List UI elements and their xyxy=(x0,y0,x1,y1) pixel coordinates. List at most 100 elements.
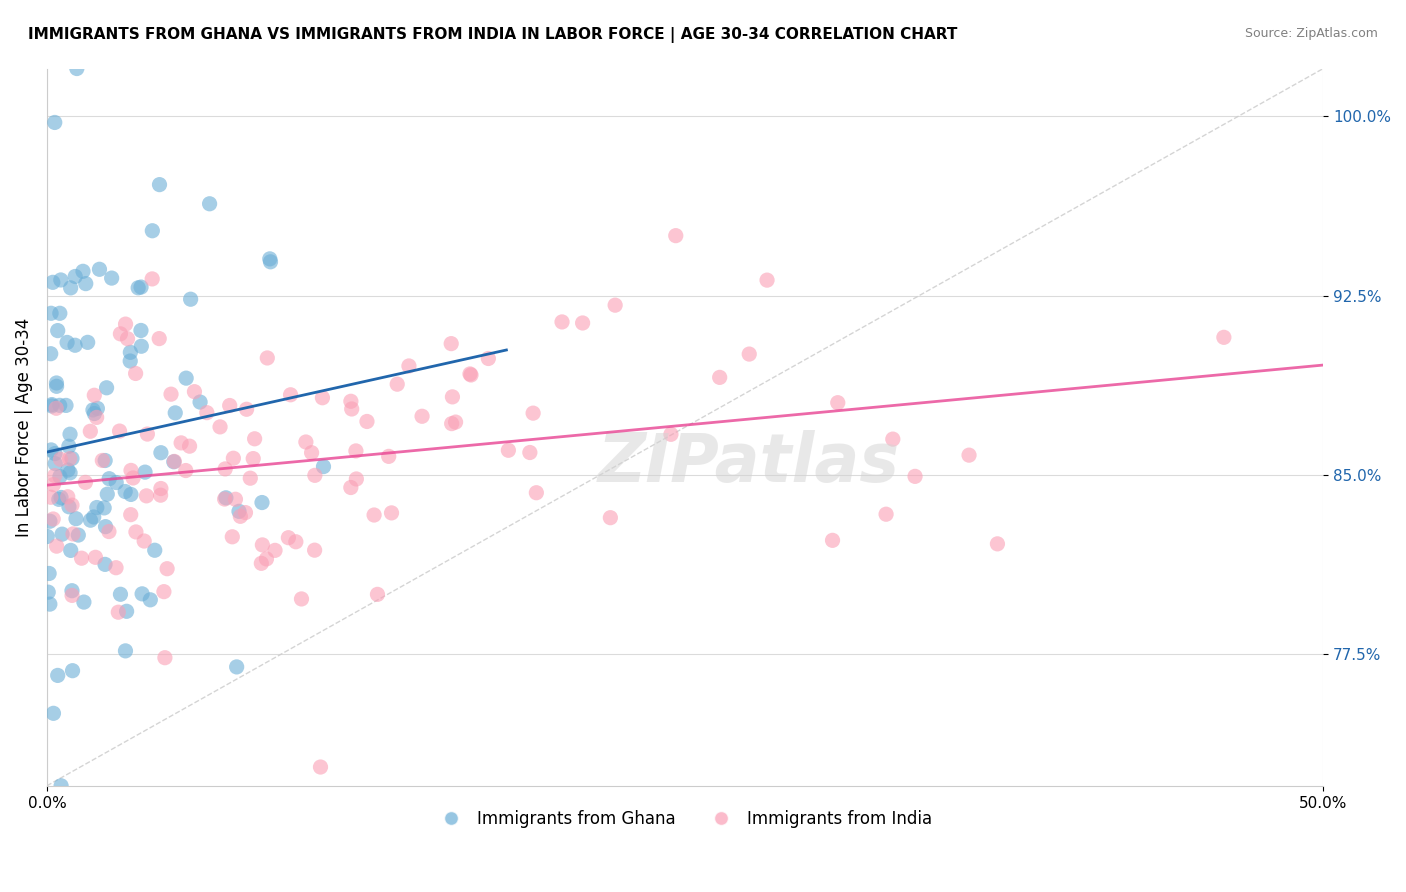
Immigrants from Ghana xyxy=(45,376,67,390)
Immigrants from India xyxy=(398,359,420,373)
Immigrants from India xyxy=(904,469,927,483)
Immigrants from India xyxy=(195,406,218,420)
Immigrants from India xyxy=(163,454,186,468)
Immigrants from Ghana xyxy=(59,281,82,295)
Immigrants from Ghana xyxy=(62,664,84,678)
Immigrants from India xyxy=(153,584,176,599)
Immigrants from India xyxy=(875,507,897,521)
Immigrants from India xyxy=(340,394,363,409)
Immigrants from Ghana xyxy=(58,500,80,514)
Immigrants from India xyxy=(986,537,1008,551)
Immigrants from Ghana xyxy=(83,510,105,524)
Immigrants from India xyxy=(377,450,399,464)
Immigrants from Ghana xyxy=(42,706,65,721)
Immigrants from Ghana xyxy=(114,644,136,658)
Immigrants from Ghana xyxy=(312,459,335,474)
Immigrants from India xyxy=(83,388,105,402)
Immigrants from Ghana xyxy=(93,500,115,515)
Immigrants from Ghana xyxy=(59,466,82,480)
Immigrants from India xyxy=(235,506,257,520)
Immigrants from Ghana xyxy=(120,345,142,359)
Immigrants from India xyxy=(124,367,146,381)
Immigrants from India xyxy=(45,539,67,553)
Immigrants from Ghana xyxy=(94,519,117,533)
Immigrants from India xyxy=(134,534,156,549)
Immigrants from India xyxy=(441,390,464,404)
Immigrants from India xyxy=(107,605,129,619)
Immigrants from India xyxy=(304,468,326,483)
Immigrants from India xyxy=(42,512,65,526)
Immigrants from Ghana xyxy=(75,277,97,291)
Immigrants from India xyxy=(387,377,409,392)
Immigrants from Ghana xyxy=(188,395,211,409)
Immigrants from India xyxy=(277,531,299,545)
Immigrants from India xyxy=(280,388,302,402)
Immigrants from Ghana xyxy=(67,528,90,542)
Immigrants from India xyxy=(149,482,172,496)
Immigrants from Ghana xyxy=(110,587,132,601)
Immigrants from Ghana xyxy=(148,178,170,192)
Immigrants from Ghana xyxy=(39,442,62,457)
Text: Source: ZipAtlas.com: Source: ZipAtlas.com xyxy=(1244,27,1378,40)
Immigrants from India xyxy=(242,451,264,466)
Immigrants from India xyxy=(309,760,332,774)
Immigrants from Ghana xyxy=(149,446,172,460)
Immigrants from Ghana xyxy=(55,398,77,412)
Immigrants from Ghana xyxy=(94,453,117,467)
Immigrants from Ghana xyxy=(72,264,94,278)
Immigrants from India xyxy=(110,326,132,341)
Immigrants from India xyxy=(522,406,544,420)
Immigrants from India xyxy=(551,315,574,329)
Immigrants from India xyxy=(120,508,142,522)
Immigrants from Ghana xyxy=(49,273,72,287)
Immigrants from Ghana xyxy=(180,292,202,306)
Immigrants from Ghana xyxy=(96,381,118,395)
Immigrants from Ghana xyxy=(89,262,111,277)
Immigrants from India xyxy=(122,471,145,485)
Immigrants from Ghana xyxy=(131,339,153,353)
Immigrants from India xyxy=(256,552,278,566)
Immigrants from India xyxy=(571,316,593,330)
Immigrants from Ghana xyxy=(51,527,73,541)
Immigrants from Ghana xyxy=(143,543,166,558)
Immigrants from India xyxy=(105,560,128,574)
Immigrants from India xyxy=(340,481,363,495)
Immigrants from India xyxy=(411,409,433,424)
Immigrants from India xyxy=(91,453,114,467)
Immigrants from India xyxy=(156,562,179,576)
Immigrants from Ghana xyxy=(59,427,82,442)
Immigrants from India xyxy=(250,557,273,571)
Immigrants from India xyxy=(75,475,97,490)
Immigrants from India xyxy=(340,401,363,416)
Immigrants from Ghana xyxy=(129,323,152,337)
Immigrants from India xyxy=(86,410,108,425)
Immigrants from India xyxy=(363,508,385,522)
Immigrants from Ghana xyxy=(174,371,197,385)
Immigrants from Ghana xyxy=(48,398,70,412)
Immigrants from Ghana xyxy=(163,455,186,469)
Immigrants from India xyxy=(221,530,243,544)
Immigrants from India xyxy=(264,543,287,558)
Immigrants from Ghana xyxy=(259,255,281,269)
Immigrants from India xyxy=(148,332,170,346)
Immigrants from India xyxy=(295,435,318,450)
Immigrants from India xyxy=(179,439,201,453)
Immigrants from India xyxy=(170,436,193,450)
Immigrants from Ghana xyxy=(76,335,98,350)
Immigrants from Ghana xyxy=(58,439,80,453)
Immigrants from India xyxy=(84,550,107,565)
Immigrants from Ghana xyxy=(228,504,250,518)
Immigrants from Ghana xyxy=(86,401,108,416)
Immigrants from India xyxy=(599,510,621,524)
Immigrants from India xyxy=(141,272,163,286)
Immigrants from Ghana xyxy=(41,399,63,413)
Immigrants from Ghana xyxy=(49,306,72,320)
Immigrants from India xyxy=(218,399,240,413)
Immigrants from Ghana xyxy=(100,271,122,285)
Immigrants from Ghana xyxy=(94,558,117,572)
Immigrants from India xyxy=(222,451,245,466)
Immigrants from Ghana xyxy=(225,660,247,674)
Immigrants from Ghana xyxy=(86,500,108,515)
Immigrants from India xyxy=(39,490,62,504)
Immigrants from Ghana xyxy=(129,280,152,294)
